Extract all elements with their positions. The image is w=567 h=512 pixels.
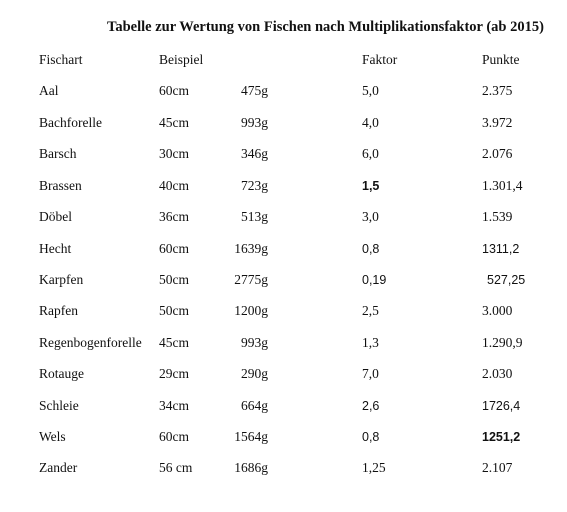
weight-cell: 2775g <box>234 272 268 287</box>
fish-species-cell: Zander <box>39 460 78 475</box>
length-cell: 60cm <box>159 241 189 256</box>
weight-cell: 290g <box>241 366 268 381</box>
points-cell: 1.539 <box>482 209 513 224</box>
weight-cell: 475g <box>241 83 268 98</box>
points-cell: 3.000 <box>482 303 513 318</box>
fish-species-cell: Bachforelle <box>39 115 102 130</box>
points-cell: 2.030 <box>482 366 513 381</box>
weight-cell: 346g <box>241 146 268 161</box>
factor-cell: 2,6 <box>362 399 380 413</box>
header-points: Punkte <box>482 52 520 67</box>
table-title: Tabelle zur Wertung von Fischen nach Mul… <box>107 19 544 35</box>
fish-species-cell: Barsch <box>39 146 77 161</box>
factor-cell: 2,5 <box>362 303 379 318</box>
length-cell: 50cm <box>159 303 189 318</box>
length-cell: 34cm <box>159 398 189 413</box>
fish-species-cell: Döbel <box>39 209 72 224</box>
weight-cell: 723g <box>241 178 268 193</box>
length-cell: 40cm <box>159 178 189 193</box>
weight-cell: 1200g <box>234 303 268 318</box>
header-fish-species: Fischart <box>39 52 83 67</box>
points-cell: 1311,2 <box>482 242 520 256</box>
factor-cell: 5,0 <box>362 83 379 98</box>
length-cell: 30cm <box>159 146 189 161</box>
factor-cell: 3,0 <box>362 209 379 224</box>
factor-cell: 1,3 <box>362 335 379 350</box>
weight-cell: 993g <box>241 115 268 130</box>
length-cell: 56 cm <box>159 460 193 475</box>
factor-cell: 1,25 <box>362 460 386 475</box>
fish-species-cell: Brassen <box>39 178 82 193</box>
length-cell: 29cm <box>159 366 189 381</box>
points-cell: 3.972 <box>482 115 513 130</box>
points-cell: 2.076 <box>482 146 513 161</box>
fish-species-cell: Schleie <box>39 398 79 413</box>
factor-cell: 6,0 <box>362 146 379 161</box>
points-cell: 1251,2 <box>482 430 521 444</box>
weight-cell: 664g <box>241 398 268 413</box>
length-cell: 60cm <box>159 83 189 98</box>
factor-cell: 0,8 <box>362 242 380 256</box>
header-example: Beispiel <box>159 52 204 67</box>
weight-cell: 993g <box>241 335 268 350</box>
weight-cell: 513g <box>241 209 268 224</box>
fish-species-cell: Rapfen <box>39 303 78 318</box>
factor-cell: 4,0 <box>362 115 379 130</box>
header-factor: Faktor <box>362 52 398 67</box>
length-cell: 60cm <box>159 429 189 444</box>
fish-species-cell: Wels <box>39 429 66 444</box>
length-cell: 36cm <box>159 209 189 224</box>
fish-species-cell: Rotauge <box>39 366 84 381</box>
fish-species-cell: Regenbogenforelle <box>39 335 142 350</box>
length-cell: 45cm <box>159 115 189 130</box>
factor-cell: 1,5 <box>362 179 380 193</box>
length-cell: 45cm <box>159 335 189 350</box>
weight-cell: 1564g <box>234 429 268 444</box>
points-cell: 1.290,9 <box>482 335 523 350</box>
weight-cell: 1639g <box>234 241 268 256</box>
factor-cell: 0,19 <box>362 273 387 287</box>
factor-cell: 0,8 <box>362 430 380 444</box>
factor-cell: 7,0 <box>362 366 379 381</box>
length-cell: 50cm <box>159 272 189 287</box>
fish-species-cell: Hecht <box>39 241 72 256</box>
points-cell: 2.375 <box>482 83 513 98</box>
fish-species-cell: Karpfen <box>39 272 84 287</box>
weight-cell: 1686g <box>234 460 268 475</box>
points-cell: 527,25 <box>487 273 526 287</box>
points-cell: 2.107 <box>482 460 513 475</box>
fish-species-cell: Aal <box>39 83 59 98</box>
points-cell: 1.301,4 <box>482 178 523 193</box>
points-cell: 1726,4 <box>482 399 521 413</box>
